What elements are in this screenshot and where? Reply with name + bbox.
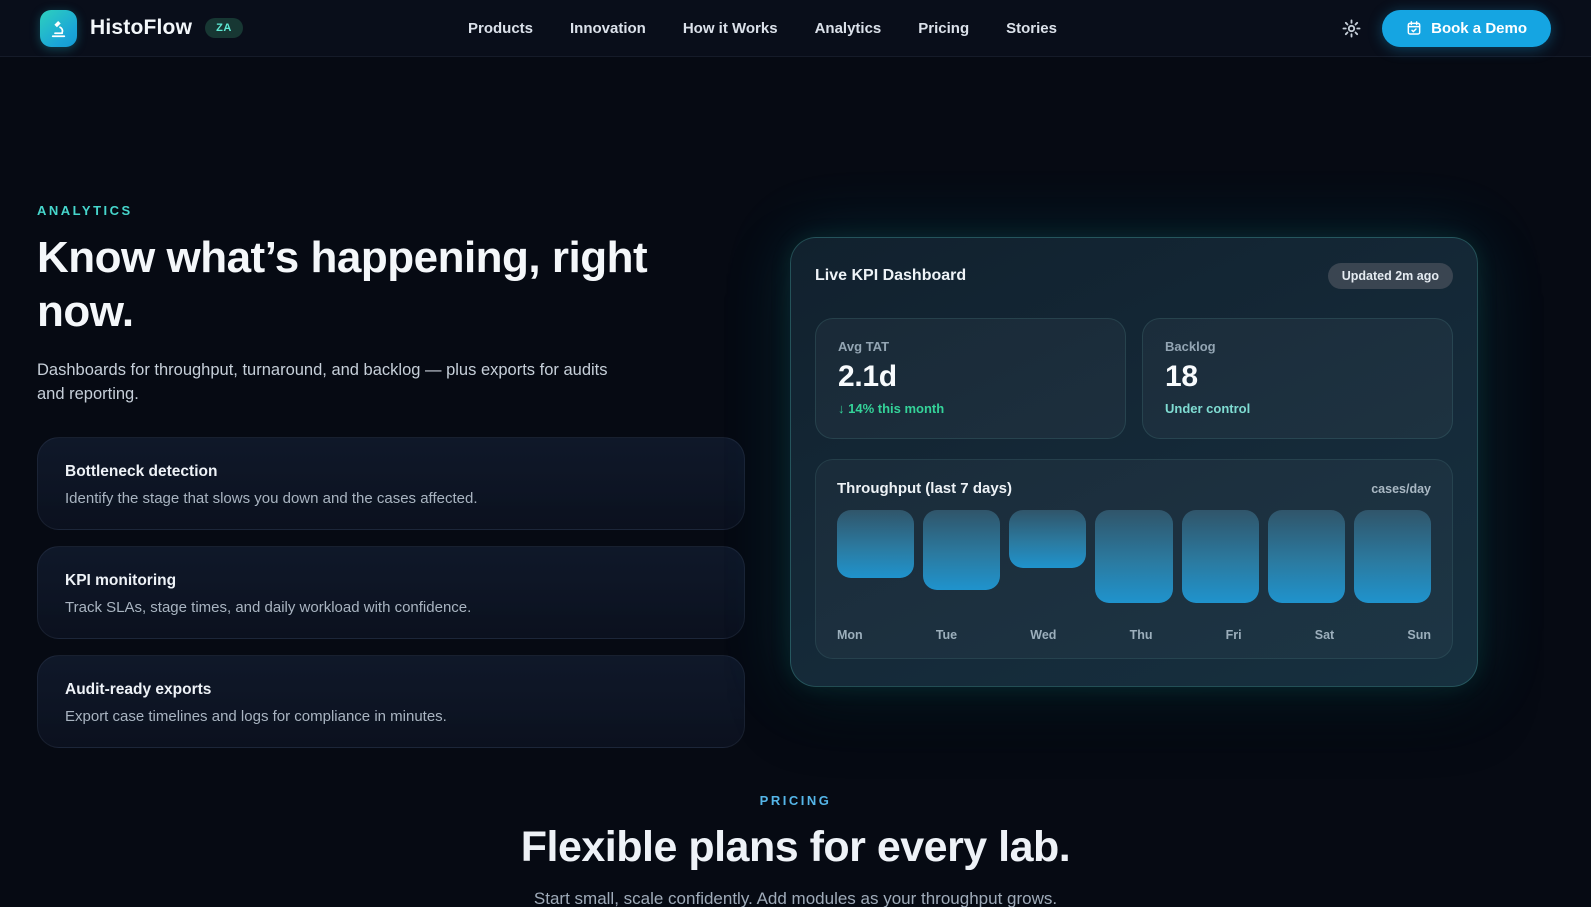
throughput-header: Throughput (last 7 days) cases/day: [837, 480, 1431, 497]
x-tick-sat: Sat: [1314, 628, 1335, 642]
x-tick-fri: Fri: [1225, 628, 1242, 642]
feature-description: Track SLAs, stage times, and daily workl…: [65, 599, 472, 617]
bar-tue: [923, 510, 1001, 590]
live-kpi-dashboard-panel: Live KPI Dashboard Updated 2m ago Avg TA…: [790, 237, 1478, 687]
kpi-row: Avg TAT 2.1d ↓ 14% this month Backlog 18…: [815, 318, 1453, 439]
panel-title: Live KPI Dashboard: [815, 267, 967, 284]
analytics-section: ANALYTICS Know what’s happening, right n…: [0, 57, 1591, 777]
page-title: Know what’s happening, right now.: [37, 233, 648, 336]
kpi-delta: Under control: [1165, 401, 1251, 416]
book-demo-label: Book a Demo: [1431, 19, 1527, 37]
x-tick-wed: Wed: [1030, 628, 1057, 642]
x-tick-mon: Mon: [837, 628, 863, 642]
feature-card-bottleneck: Bottleneck detection Identify the stage …: [37, 437, 745, 531]
gear-icon[interactable]: [1341, 18, 1362, 39]
feature-card-audit-exports: Audit-ready exports Export case timeline…: [37, 655, 745, 749]
brand-logo[interactable]: HistoFlow ZA: [40, 9, 243, 47]
throughput-chart-card: Throughput (last 7 days) cases/day Mon T…: [815, 459, 1453, 659]
kpi-value: 2.1d: [838, 360, 897, 393]
kpi-value: 18: [1165, 360, 1198, 393]
pricing-section: PRICING Flexible plans for every lab. St…: [0, 760, 1591, 907]
nav-item-stories[interactable]: Stories: [1006, 20, 1057, 37]
x-tick-thu: Thu: [1129, 628, 1153, 642]
feature-title: KPI monitoring: [65, 572, 177, 590]
bar-sun: [1353, 510, 1431, 603]
x-tick-sun: Sun: [1407, 628, 1431, 642]
nav-item-analytics[interactable]: Analytics: [814, 20, 882, 37]
updated-badge: Updated 2m ago: [1327, 263, 1453, 289]
kpi-label: Backlog: [1165, 339, 1216, 354]
nav-item-pricing[interactable]: Pricing: [918, 20, 970, 37]
nav-item-innovation[interactable]: Innovation: [570, 20, 646, 37]
x-tick-tue: Tue: [935, 628, 958, 642]
analytics-subtitle: Dashboards for throughput, turnaround, a…: [37, 361, 608, 403]
nav-item-products[interactable]: Products: [468, 20, 534, 37]
analytics-copy: ANALYTICS Know what’s happening, right n…: [37, 203, 749, 749]
throughput-bars: [837, 510, 1431, 606]
feature-description: Export case timelines and logs for compl…: [65, 708, 447, 726]
feature-description: Identify the stage that slows you down a…: [65, 490, 478, 508]
feature-title: Audit-ready exports: [65, 681, 212, 699]
panel-header: Live KPI Dashboard Updated 2m ago: [815, 262, 1453, 290]
bar-thu: [1095, 510, 1173, 603]
microscope-icon: [40, 9, 77, 47]
book-demo-button[interactable]: Book a Demo: [1382, 9, 1551, 47]
nav-right-group: Book a Demo: [1341, 9, 1551, 47]
pricing-subtitle: Start small, scale confidently. Add modu…: [533, 889, 1058, 907]
analytics-eyebrow: ANALYTICS: [37, 203, 133, 218]
kpi-card-avg-tat: Avg TAT 2.1d ↓ 14% this month: [815, 318, 1126, 439]
feature-card-list: Bottleneck detection Identify the stage …: [37, 437, 749, 749]
pricing-title: Flexible plans for every lab.: [520, 823, 1071, 871]
bar-mon: [837, 510, 915, 578]
kpi-card-backlog: Backlog 18 Under control: [1142, 318, 1453, 439]
pricing-eyebrow: PRICING: [759, 793, 832, 808]
throughput-x-axis-labels: Mon Tue Wed Thu Fri Sat Sun: [837, 628, 1431, 658]
nav-item-how-it-works[interactable]: How it Works: [682, 20, 778, 37]
bar-fri: [1181, 510, 1259, 603]
kpi-label: Avg TAT: [838, 339, 890, 354]
calendar-check-icon: [1406, 20, 1422, 36]
bar-wed: [1009, 510, 1087, 568]
feature-title: Bottleneck detection: [65, 463, 218, 481]
throughput-title: Throughput (last 7 days): [837, 480, 1013, 497]
kpi-delta: ↓ 14% this month: [838, 401, 945, 416]
navbar: HistoFlow ZA Products Innovation How it …: [0, 0, 1591, 57]
main-nav: Products Innovation How it Works Analyti…: [468, 0, 1057, 57]
bar-sat: [1267, 510, 1345, 603]
throughput-unit-label: cases/day: [1371, 481, 1431, 496]
feature-card-kpi-monitoring: KPI monitoring Track SLAs, stage times, …: [37, 546, 745, 640]
region-badge: ZA: [205, 18, 243, 38]
brand-name: HistoFlow: [90, 16, 193, 39]
